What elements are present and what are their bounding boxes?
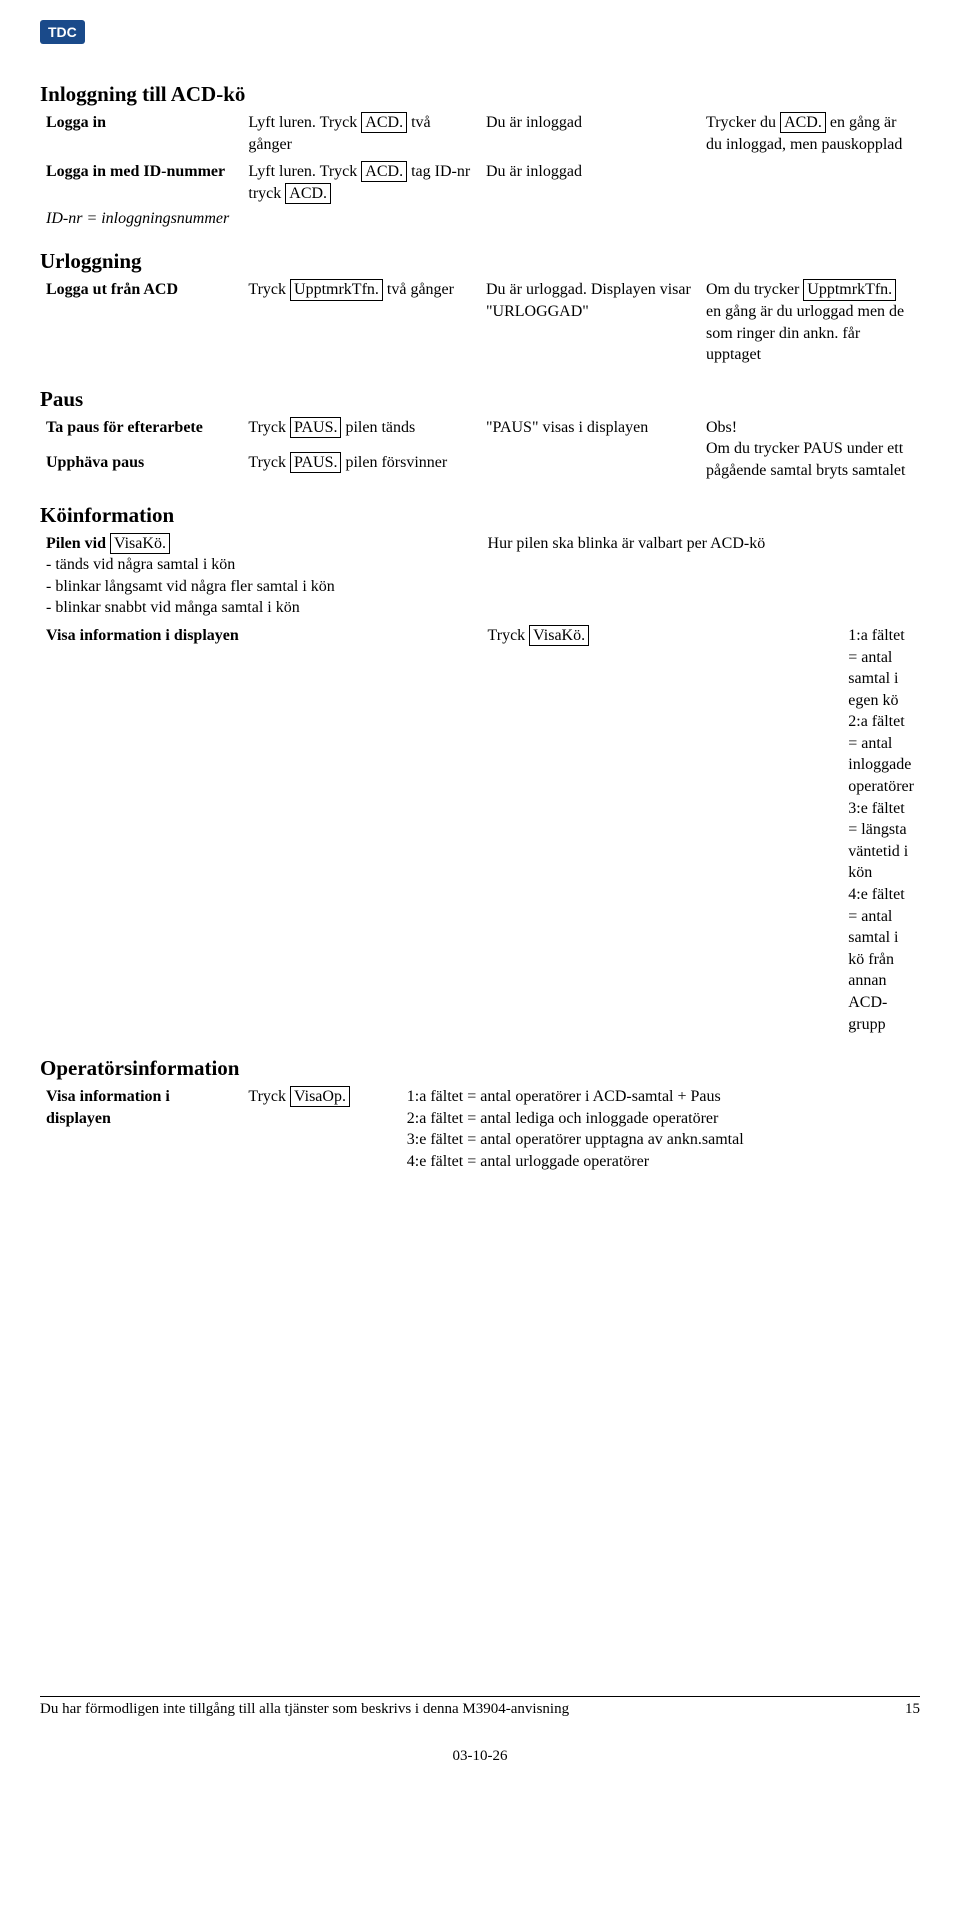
- row-action: Tryck VisaOp.: [242, 1083, 400, 1175]
- row-note: Obs! Om du trycker PAUS under ett pågåen…: [700, 414, 920, 485]
- table-row: Logga in Lyft luren. Tryck ACD. två gång…: [40, 109, 920, 158]
- row-action: Lyft luren. Tryck ACD. två gånger: [242, 109, 480, 158]
- footer: Du har förmodligen inte tillgång till al…: [40, 1696, 920, 1718]
- section-title-koinfo: Köinformation: [40, 503, 920, 528]
- key-acd: ACD.: [780, 112, 826, 133]
- section-title-urloggning: Urloggning: [40, 249, 920, 274]
- row-result: Du är urloggad. Displayen visar "URLOGGA…: [480, 276, 700, 368]
- key-visaop: VisaOp.: [290, 1086, 350, 1107]
- text: Tryck: [488, 627, 530, 644]
- table-opinfo: Visa information i displayen Tryck VisaO…: [40, 1083, 920, 1175]
- footer-date: 03-10-26: [40, 1748, 920, 1765]
- key-visako: VisaKö.: [529, 625, 589, 646]
- footnote: ID-nr = inloggningsnummer: [40, 207, 920, 231]
- row-label: Upphäva paus: [40, 449, 242, 484]
- text: Tryck: [248, 419, 290, 436]
- key-upptmrktfn: UpptmrkTfn.: [290, 279, 383, 300]
- table-koinfo: Pilen vid VisaKö. - tänds vid några samt…: [40, 530, 920, 1039]
- row-result: 1:a fältet = antal operatörer i ACD-samt…: [401, 1083, 920, 1175]
- table-row: Ta paus för efterarbete Tryck PAUS. pile…: [40, 414, 920, 449]
- footer-text: Du har förmodligen inte tillgång till al…: [40, 1701, 569, 1718]
- row-note: Trycker du ACD. en gång är du inloggad, …: [700, 109, 920, 207]
- table-row: Visa information i displayen Tryck VisaK…: [40, 622, 920, 1038]
- koinfo-left: Pilen vid VisaKö. - tänds vid några samt…: [40, 530, 482, 622]
- text: pilen tänds: [341, 419, 415, 436]
- text: Tryck: [248, 454, 290, 471]
- section-title-opinfo: Operatörsinformation: [40, 1056, 920, 1081]
- text: Om du trycker: [706, 281, 803, 298]
- text: Lyft luren. Tryck: [248, 114, 361, 131]
- table-row: Pilen vid VisaKö. - tänds vid några samt…: [40, 530, 920, 622]
- table-paus: Ta paus för efterarbete Tryck PAUS. pile…: [40, 414, 920, 485]
- text: två gånger: [383, 281, 454, 298]
- row-label: Logga ut från ACD: [40, 276, 242, 368]
- table-urloggning: Logga ut från ACD Tryck UpptmrkTfn. två …: [40, 276, 920, 368]
- key-acd: ACD.: [361, 161, 407, 182]
- row-action: Tryck UpptmrkTfn. två gånger: [242, 276, 480, 368]
- key-acd: ACD.: [285, 183, 331, 204]
- key-visako: VisaKö.: [110, 533, 170, 554]
- table-row: Logga ut från ACD Tryck UpptmrkTfn. två …: [40, 276, 920, 368]
- section-title-paus: Paus: [40, 387, 920, 412]
- row-result: Du är inloggad: [480, 158, 700, 207]
- text: Pilen vid: [46, 535, 110, 552]
- section-title-inloggning: Inloggning till ACD-kö: [40, 82, 920, 107]
- row-result: 1:a fältet = antal samtal i egen kö 2:a …: [842, 622, 920, 1038]
- row-label: Logga in med ID-nummer: [40, 158, 242, 207]
- row-label: Visa information i displayen: [40, 622, 482, 1038]
- table-inloggning: Logga in Lyft luren. Tryck ACD. två gång…: [40, 109, 920, 207]
- row-action: Tryck PAUS. pilen försvinner: [242, 449, 480, 484]
- text: Lyft luren. Tryck: [248, 163, 361, 180]
- table-row: Visa information i displayen Tryck VisaO…: [40, 1083, 920, 1175]
- row-label: Visa information i displayen: [40, 1083, 242, 1175]
- logo: TDC: [40, 20, 85, 44]
- text: pilen försvinner: [341, 454, 447, 471]
- key-paus: PAUS.: [290, 417, 341, 438]
- row-result: "PAUS" visas i displayen: [480, 414, 700, 485]
- koinfo-right: Hur pilen ska blinka är valbart per ACD-…: [482, 530, 843, 622]
- key-paus: PAUS.: [290, 452, 341, 473]
- text: Tryck: [248, 281, 290, 298]
- row-action: Lyft luren. Tryck ACD. tag ID-nr tryck A…: [242, 158, 480, 207]
- row-action: Tryck VisaKö.: [482, 622, 843, 1038]
- row-result: Du är inloggad: [480, 109, 700, 158]
- row-action: Tryck PAUS. pilen tänds: [242, 414, 480, 449]
- text: Tryck: [248, 1088, 290, 1105]
- text: Trycker du: [706, 114, 780, 131]
- key-acd: ACD.: [361, 112, 407, 133]
- row-label: Logga in: [40, 109, 242, 158]
- row-label: Ta paus för efterarbete: [40, 414, 242, 449]
- page-number: 15: [905, 1701, 920, 1718]
- row-note: Om du trycker UpptmrkTfn. en gång är du …: [700, 276, 920, 368]
- text: en gång är du urloggad men de som ringer…: [706, 303, 904, 363]
- bullets: - tänds vid några samtal i kön - blinkar…: [46, 554, 476, 619]
- key-upptmrktfn: UpptmrkTfn.: [803, 279, 896, 300]
